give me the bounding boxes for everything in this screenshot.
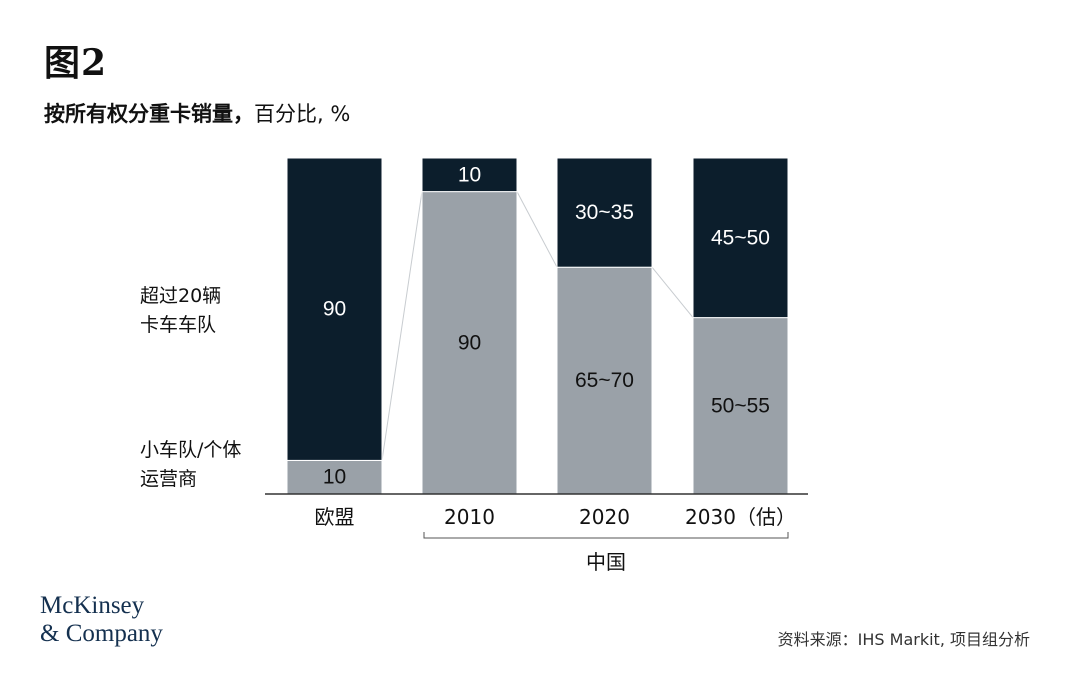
connector-line [651,266,694,318]
source-note: 资料来源：IHS Markit, 项目组分析 [777,630,1030,649]
data-label: 45~50 [711,226,770,249]
chart-subtitle: 按所有权分重卡销量，百分比, % [44,98,350,128]
figure-number: 图2 [44,42,108,84]
category-label: 欧盟 [315,505,355,529]
connector-line [516,191,558,268]
bar-segment-small-fleet [286,459,383,495]
data-label: 65~70 [575,369,634,392]
mckinsey-logo: McKinsey & Company [40,592,163,648]
logo-line-2: & Company [40,620,163,647]
logo-line-1: McKinsey [40,592,145,619]
bar-segment-large-fleet [421,157,518,193]
bar-segment-large-fleet [286,157,383,461]
category-label: 2020 [579,505,630,529]
bar-segment-large-fleet [556,157,653,268]
group-bracket [423,532,789,539]
subtitle-bold: 按所有权分重卡销量， [44,101,254,126]
legend-label: 小车队/个体 [140,439,241,461]
legend-label: 卡车车队 [140,314,216,336]
data-label: 90 [458,331,481,354]
category-label: 2030（估） [685,505,796,529]
subtitle-unit: 百分比, % [254,102,351,126]
data-label: 10 [458,163,481,186]
data-label: 90 [323,298,346,321]
legend-label: 超过20辆 [140,285,221,307]
group-label: 中国 [586,550,626,574]
legend-label: 运营商 [140,468,197,490]
data-label: 10 [323,466,346,489]
data-label: 50~55 [711,394,770,417]
bar-segment-large-fleet [692,157,789,319]
category-label: 2010 [444,505,495,529]
data-label: 30~35 [575,201,634,224]
connector-line [381,191,423,461]
